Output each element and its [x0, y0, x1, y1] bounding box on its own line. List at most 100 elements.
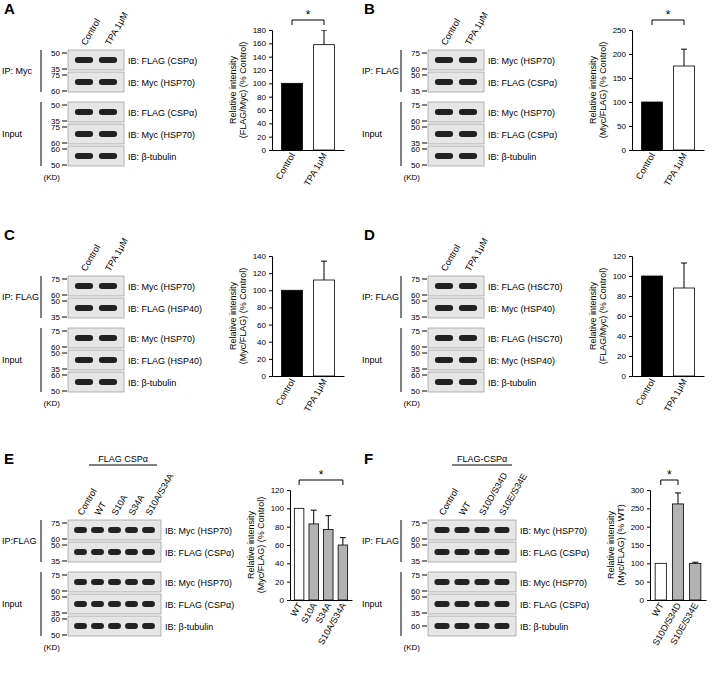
- blot-band: [142, 527, 155, 533]
- size-marker: 50: [51, 631, 60, 640]
- error-bar: [681, 263, 687, 288]
- y-tick-mark: [647, 490, 650, 491]
- blot-band: [494, 623, 509, 629]
- blot-band: [75, 109, 93, 115]
- y-tick: 40: [257, 338, 272, 347]
- x-tick-label: Control: [634, 151, 657, 181]
- blot-band: [454, 601, 469, 607]
- error-cap: [340, 537, 346, 538]
- marker-dash: [62, 91, 67, 92]
- y-tick-label: 0: [622, 146, 627, 155]
- blot-band: [435, 131, 453, 137]
- y-tick-mark: [269, 256, 272, 257]
- header-line: [89, 465, 157, 466]
- blot-strip: [68, 328, 124, 348]
- bar: [672, 504, 683, 600]
- blot-strip: [68, 72, 124, 92]
- x-tick-label: S10A/S34A: [316, 601, 348, 646]
- lane-label: Control: [439, 17, 462, 47]
- size-marker: 50: [411, 161, 420, 170]
- unit-label: (KD): [44, 173, 61, 182]
- blot-strip: [428, 276, 484, 296]
- ib-label: IB: Myc (HSP70): [488, 108, 555, 118]
- size-marker: 75: [411, 49, 420, 58]
- y-tick-mark: [629, 78, 632, 79]
- y-tick: 0: [262, 146, 272, 155]
- size-marker: 75: [411, 275, 420, 284]
- y-tick-mark: [629, 376, 632, 377]
- lane-label: Control: [79, 243, 102, 273]
- panel-blot: EFLAG CSPαControlWTS10AS34AS10A/S34A7560…: [2, 450, 234, 652]
- blot-band: [91, 601, 104, 607]
- y-tick-mark: [629, 102, 632, 103]
- y-tick-label: 120: [613, 252, 627, 261]
- size-marker: 50: [411, 71, 420, 80]
- marker-dash: [422, 165, 427, 166]
- marker-dash: [62, 369, 67, 370]
- panel-chart: 020406080100120Relative intensity(Myc/FL…: [246, 468, 353, 646]
- ib-label: IB: β-tubulin: [520, 622, 568, 632]
- error-bar: [321, 30, 327, 45]
- y-tick: 20: [257, 355, 272, 364]
- x-axis: ControlTPA 1μM: [633, 150, 705, 188]
- blot-band: [99, 283, 117, 289]
- panel-chart: 050100150200250300Relative intensity(Myc…: [606, 468, 707, 647]
- y-tick-label: 60: [257, 106, 266, 115]
- blot-band: [99, 153, 117, 159]
- y-tick-label: 200: [613, 50, 627, 59]
- error-stem: [684, 263, 685, 288]
- marker-dash: [62, 347, 67, 348]
- ib-label: IB: Myc (HSP40): [488, 356, 555, 366]
- panel-letter: D: [364, 226, 375, 243]
- lane-label: Control: [79, 17, 102, 47]
- bar: [642, 276, 663, 376]
- marker-dash: [62, 301, 67, 302]
- y-tick-label: 0: [262, 372, 267, 381]
- blot-band: [435, 57, 453, 63]
- y-tick-mark: [287, 545, 290, 546]
- y-axis-title: Relative intensity: [606, 510, 616, 579]
- marker-dash: [62, 105, 67, 106]
- group-label: IP: FLAG: [362, 536, 399, 546]
- group-label: IP:FLAG: [2, 536, 37, 546]
- error-bar: [692, 562, 698, 563]
- size-marker: 60: [51, 87, 60, 96]
- x-axis: WTS10AS34AS10A/S34A: [289, 600, 353, 646]
- size-marker: 50: [51, 541, 60, 550]
- group-bracket: [41, 50, 42, 92]
- x-tick: Control: [274, 150, 297, 181]
- blot-header: FLAG-CSPα: [457, 454, 507, 464]
- size-marker: 60: [411, 622, 420, 631]
- y-tick-mark: [629, 276, 632, 277]
- blot-band: [125, 601, 138, 607]
- y-tick: 60: [617, 312, 632, 321]
- y-axis-title: Relative intensity: [588, 281, 598, 350]
- marker-dash: [62, 75, 67, 76]
- blot-band: [474, 601, 489, 607]
- marker-dash: [422, 575, 427, 576]
- y-axis-line: [269, 257, 273, 377]
- group-label: Input: [362, 355, 383, 365]
- marker-dash: [422, 561, 427, 562]
- plot-area: [282, 261, 335, 376]
- y-tick-mark: [269, 57, 272, 58]
- marker-dash: [62, 317, 67, 318]
- blot-band: [99, 305, 117, 311]
- figure: AControlTPA 1μM5035IB: FLAG (CSPα)7560IB…: [0, 0, 720, 673]
- blot-header: FLAG CSPα: [98, 454, 148, 464]
- marker-dash: [422, 369, 427, 370]
- y-tick-label: 120: [271, 486, 285, 495]
- marker-dash: [62, 613, 67, 614]
- y-axis: 020406080100120: [613, 252, 633, 381]
- plot-area: [655, 493, 701, 600]
- y-tick: 50: [635, 578, 650, 587]
- x-tick: TPA 1μM: [662, 150, 689, 188]
- panel-chart: 020406080100120Relative intensity(FLAG/M…: [588, 252, 705, 414]
- blot-strip: [428, 50, 484, 70]
- y-tick-mark: [629, 126, 632, 127]
- error-bar: [311, 510, 317, 524]
- group-bracket: [401, 572, 402, 636]
- x-tick-label: Control: [274, 151, 297, 181]
- blot-band: [435, 379, 453, 385]
- y-axis-title: (FLAG/Myc) (% Control): [238, 42, 248, 139]
